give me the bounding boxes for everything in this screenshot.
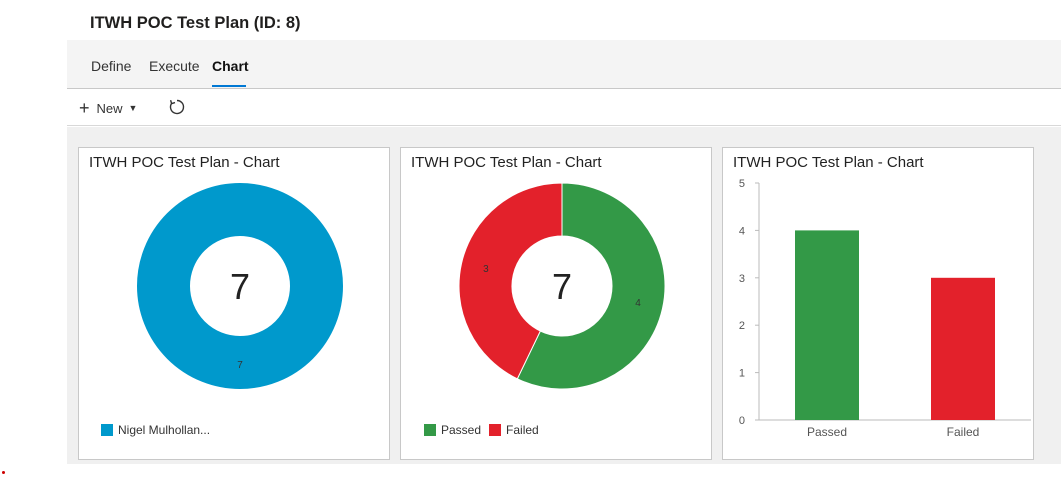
chart-legend: Passed Failed <box>424 423 547 437</box>
legend-label: Passed <box>441 423 482 437</box>
donut-slice-passed[interactable] <box>516 182 666 390</box>
y-tick-label: 5 <box>739 178 745 190</box>
bar-passed[interactable] <box>795 230 859 420</box>
x-tick-label: Passed <box>807 425 847 439</box>
legend-swatch <box>489 424 502 436</box>
slice-data-label: 3 <box>483 264 489 275</box>
active-tab-indicator <box>212 85 246 87</box>
card-title: ITWH POC Test Plan - Chart <box>89 154 280 171</box>
chart-legend: Nigel Mulhollan... <box>101 423 218 437</box>
tab-bar: Define Execute Chart <box>67 40 1061 89</box>
donut-center-total: 7 <box>552 266 572 307</box>
legend-label: Nigel Mulhollan... <box>118 423 211 437</box>
card-title: ITWH POC Test Plan - Chart <box>733 154 924 171</box>
donut-center-total: 7 <box>230 266 250 307</box>
legend-item-failed[interactable]: Failed <box>489 423 539 437</box>
legend-swatch <box>101 424 113 436</box>
legend-item[interactable]: Nigel Mulhollan... <box>101 423 210 437</box>
chart-card-outcome-bar[interactable]: ITWH POC Test Plan - Chart 0 1 2 3 4 5 Passed F… <box>722 147 1034 460</box>
refresh-button[interactable] <box>167 97 187 117</box>
new-button-label: New <box>96 100 123 116</box>
chart-card-outcome-pie[interactable]: ITWH POC Test Plan - Chart 4 3 7 Passed Fa… <box>400 147 712 460</box>
owner-donut-chart: 77 <box>137 183 343 389</box>
refresh-icon <box>169 99 185 115</box>
y-tick-label: 3 <box>739 273 745 285</box>
legend-swatch <box>424 424 436 436</box>
page-title: ITWH POC Test Plan (ID: 8) <box>90 14 301 32</box>
plan-header: ITWH POC Test Plan (ID: 8) <box>67 0 1061 40</box>
outcome-bar-chart: 0 1 2 3 4 5 Passed Failed <box>739 178 1031 439</box>
donut-slice-failed[interactable] <box>458 182 563 380</box>
slice-data-label: 4 <box>635 298 641 309</box>
tab-chart[interactable]: Chart <box>212 58 249 74</box>
bar-failed[interactable] <box>931 277 995 420</box>
tab-define[interactable]: Define <box>91 58 132 74</box>
y-tick-label: 0 <box>739 415 745 427</box>
toolbar: + New ▼ <box>67 90 1061 126</box>
slice-data-label: 7 <box>237 360 243 371</box>
outcome-donut-chart: 4 3 7 <box>458 182 666 390</box>
new-button[interactable]: + New ▼ <box>79 98 137 118</box>
chevron-down-icon: ▼ <box>128 103 138 113</box>
x-tick-label: Failed <box>947 425 980 439</box>
legend-label: Failed <box>506 423 539 437</box>
tab-execute[interactable]: Execute <box>149 58 200 74</box>
plus-icon: + <box>79 98 90 118</box>
card-title: ITWH POC Test Plan - Chart <box>411 154 602 171</box>
y-tick-label: 1 <box>739 368 745 380</box>
status-dot <box>2 471 5 474</box>
donut-slice-nigel-mulhollan-[interactable] <box>137 183 343 389</box>
y-tick-label: 4 <box>739 225 745 237</box>
legend-item-passed[interactable]: Passed <box>424 423 481 437</box>
y-tick-label: 2 <box>739 320 745 332</box>
